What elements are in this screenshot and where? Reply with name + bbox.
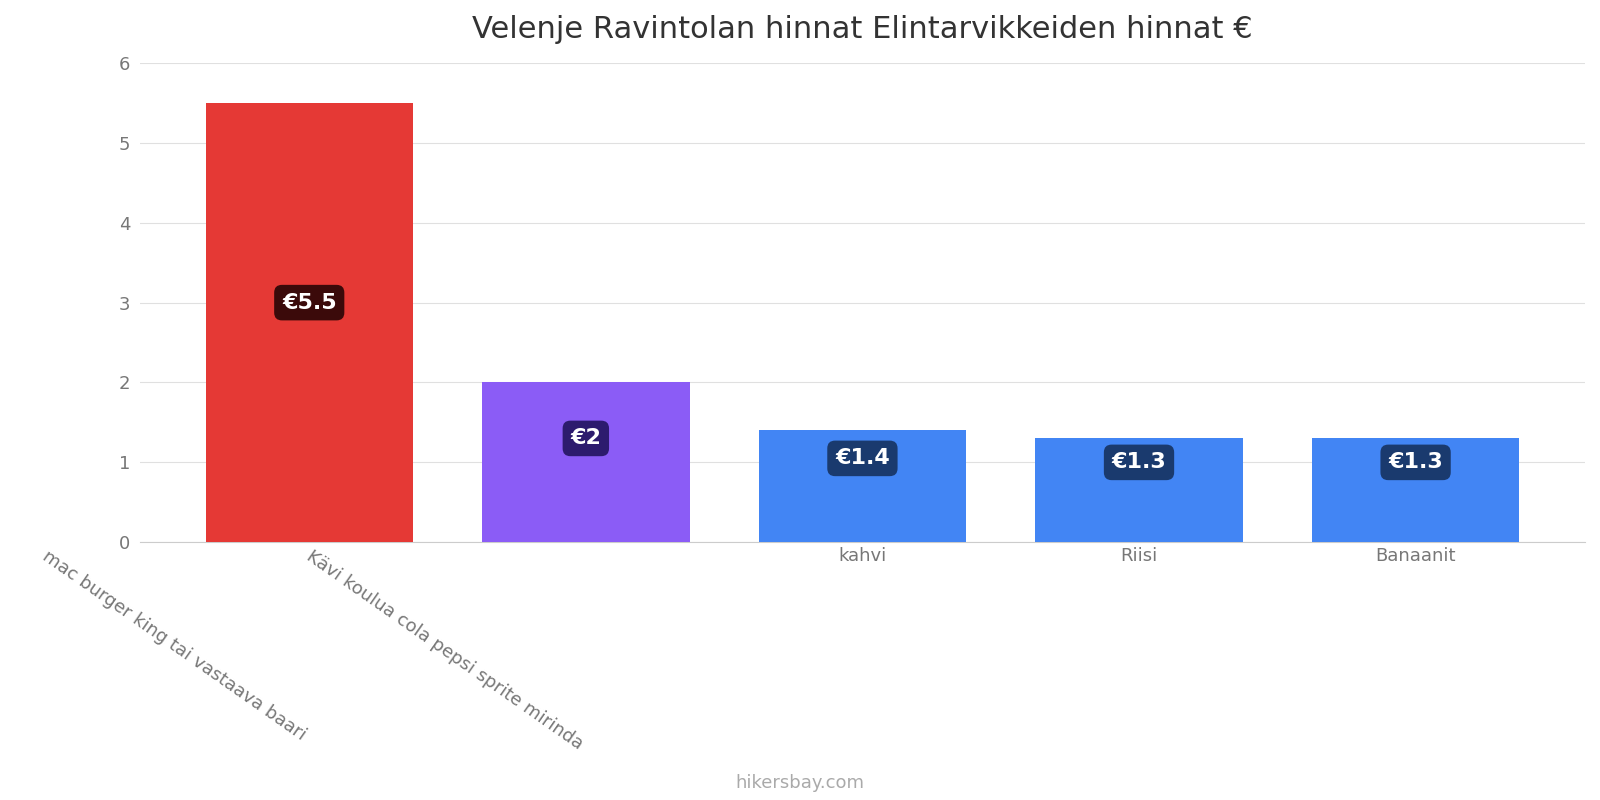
- Text: €2: €2: [570, 429, 602, 449]
- Text: hikersbay.com: hikersbay.com: [736, 774, 864, 792]
- Text: €1.3: €1.3: [1112, 452, 1166, 472]
- Text: €1.4: €1.4: [835, 448, 890, 468]
- Bar: [1312, 438, 1520, 542]
- Bar: [1035, 438, 1243, 542]
- Text: €1.3: €1.3: [1389, 452, 1443, 472]
- Bar: [758, 430, 966, 542]
- Text: €5.5: €5.5: [282, 293, 336, 313]
- Title: Velenje Ravintolan hinnat Elintarvikkeiden hinnat €: Velenje Ravintolan hinnat Elintarvikkeid…: [472, 15, 1253, 44]
- Bar: [205, 103, 413, 542]
- Bar: [482, 382, 690, 542]
